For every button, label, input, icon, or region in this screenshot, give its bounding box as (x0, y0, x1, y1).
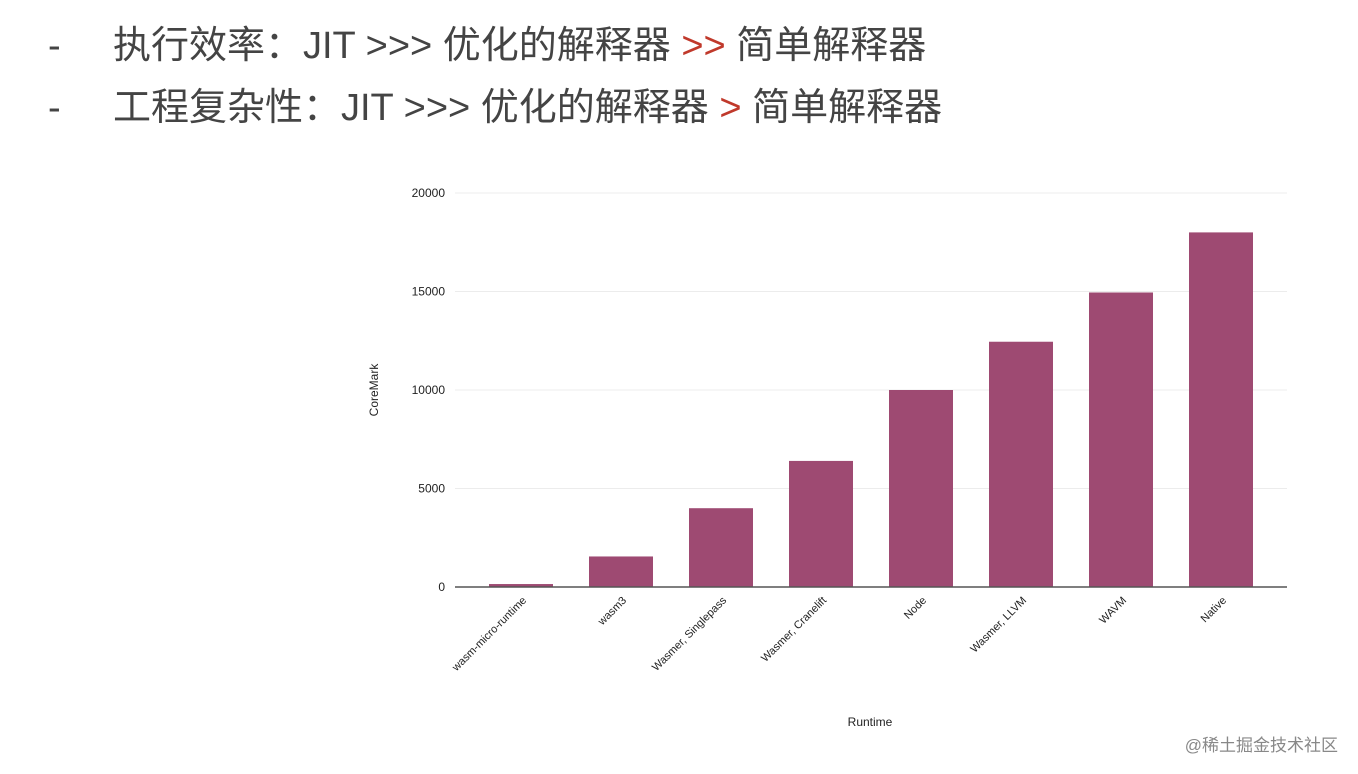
watermark: @稀土掘金技术社区 (1184, 736, 1338, 755)
y-tick-label: 5000 (418, 482, 445, 496)
y-axis-label: CoreMark (367, 363, 381, 417)
bar (689, 508, 753, 587)
bullet-dash: - (48, 25, 61, 67)
x-tick-label: Wasmer, Cranelift (759, 595, 829, 665)
y-tick-label: 15000 (412, 285, 446, 299)
bullet-tail: 简单解释器 (736, 25, 927, 67)
y-tick-label: 10000 (412, 383, 446, 397)
x-tick-label: wasm3 (595, 595, 629, 629)
x-tick-label: Native (1199, 595, 1230, 626)
bullet-tail: 简单解释器 (752, 87, 943, 129)
bullet-text: 工程复杂性：JIT >>> 优化的解释器 (113, 87, 709, 129)
x-tick-label: WAVM (1097, 595, 1129, 627)
bullet-emph: >> (681, 25, 726, 67)
bar (589, 556, 653, 587)
y-tick-label: 20000 (412, 186, 446, 200)
bullet-dash: - (48, 87, 61, 129)
bar (1089, 292, 1153, 587)
bar (989, 341, 1053, 587)
bar (1189, 232, 1253, 587)
x-tick-label: Wasmer, Singlepass (650, 594, 729, 673)
bullet: - 工程复杂性：JIT >>> 优化的解释器 > 简单解释器 (48, 76, 942, 131)
x-tick-label: Node (902, 595, 929, 622)
x-axis-label: Runtime (848, 715, 893, 729)
x-tick-label: wasm-micro-runtime (449, 595, 529, 675)
bar (789, 460, 853, 587)
bar (889, 390, 953, 587)
bullet-emph: > (719, 87, 742, 129)
bullet: - 执行效率：JIT >>> 优化的解释器 >> 简单解释器 (48, 14, 926, 69)
bullet-text: 执行效率：JIT >>> 优化的解释器 (113, 25, 671, 67)
y-tick-label: 0 (438, 580, 445, 594)
bar (489, 584, 553, 587)
x-tick-label: Wasmer, LLVM (968, 595, 1029, 656)
